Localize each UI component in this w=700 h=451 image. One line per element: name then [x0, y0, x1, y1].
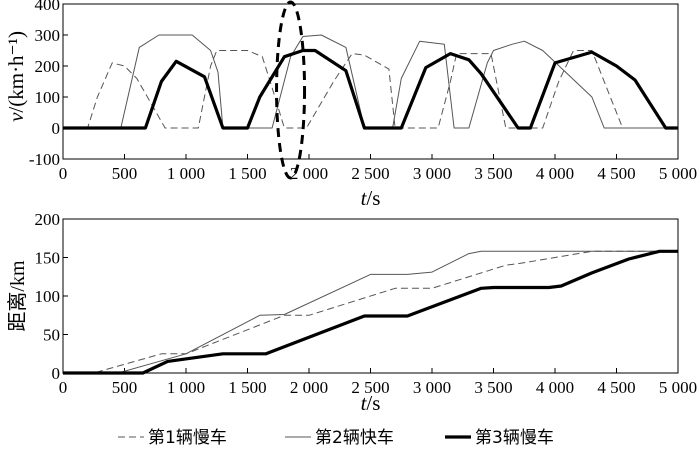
velocity-y-axis-label: v/(km·h⁻¹) — [4, 31, 28, 122]
velocity-y-tick-label: 400 — [35, 0, 61, 14]
velocity-x-tick-label: 4 000 — [536, 164, 574, 183]
distance-y-ticks: 0 50 100 150 200 — [35, 210, 68, 383]
distance-x-tick-label: 4 500 — [597, 378, 635, 397]
velocity-series — [63, 34, 678, 130]
distance-x-tick-label: 3 500 — [474, 378, 512, 397]
distance-y-tick-label: 200 — [35, 210, 61, 229]
velocity-x-tick-label: 4 500 — [597, 164, 635, 183]
velocity-y-tick-label: 0 — [52, 119, 61, 138]
distance-chart: 0 500 1 000 1 500 2 000 2 500 3 000 3 500 4 000 4… — [6, 210, 697, 415]
velocity-y-tick-label: 300 — [35, 26, 61, 45]
velocity-x-tick-label: 1 500 — [228, 164, 266, 183]
velocity-series-line-1 — [63, 50, 678, 129]
distance-x-tick-label: 500 — [112, 378, 138, 397]
velocity-x-ticks: 0 500 1 000 1 500 2 000 2 500 3 000 3 500 4 000 4… — [59, 154, 697, 183]
x-label-variable: t — [361, 391, 368, 415]
velocity-plot-frame — [62, 3, 679, 160]
distance-x-tick-label: 4 000 — [536, 378, 574, 397]
velocity-x-tick-label: 5 000 — [659, 164, 697, 183]
x-label-unit: /s — [366, 391, 380, 415]
distance-y-tick-label: 100 — [35, 287, 61, 306]
legend-label-2: 第2辆快车 — [315, 428, 394, 448]
distance-y-tick-label: 0 — [52, 364, 61, 383]
distance-series — [63, 249, 678, 375]
distance-series-line-1 — [63, 250, 678, 374]
distance-x-tick-label: 5 000 — [659, 378, 697, 397]
distance-x-ticks: 0 500 1 000 1 500 2 000 2 500 3 000 3 500 4 000 4… — [59, 368, 697, 397]
y-label-unit: /(km·h⁻¹) — [4, 31, 28, 113]
velocity-x-tick-label: 0 — [59, 164, 68, 183]
legend-label-3: 第3辆慢车 — [475, 427, 554, 448]
distance-x-tick-label: 3 000 — [413, 378, 451, 397]
distance-y-tick-label: 150 — [35, 249, 61, 268]
y-label-variable: v — [4, 112, 28, 122]
velocity-x-tick-label: 3 000 — [413, 164, 451, 183]
velocity-y-tick-label: 200 — [35, 57, 61, 76]
distance-x-axis-label: t/s — [361, 391, 381, 415]
velocity-y-tick-label: 100 — [35, 88, 61, 107]
velocity-x-tick-label: 500 — [112, 164, 138, 183]
velocity-x-axis-label: t/s — [361, 186, 381, 210]
velocity-series-line-3 — [63, 48, 678, 130]
velocity-x-tick-label: 3 500 — [474, 164, 512, 183]
distance-y-tick-label: 50 — [43, 326, 60, 345]
velocity-series-line-2 — [63, 34, 678, 129]
x-label-variable: t — [361, 186, 368, 210]
legend-label-1: 第1辆慢车 — [148, 427, 227, 448]
velocity-y-ticks: -100 0 100 200 300 400 — [29, 0, 68, 169]
velocity-x-tick-label: 1 000 — [167, 164, 205, 183]
x-label-unit: /s — [366, 186, 380, 210]
highlight-ellipse — [275, 0, 307, 180]
velocity-x-tick-label: 2 000 — [290, 164, 328, 183]
distance-x-tick-label: 2 000 — [290, 378, 328, 397]
velocity-x-tick-label: 2 500 — [351, 164, 389, 183]
velocity-chart: 0 500 1 000 1 500 2 000 2 500 3 000 3 500 4 000 4… — [4, 0, 697, 210]
legend: 第1辆慢车 第2辆快车 第3辆慢车 — [118, 427, 554, 448]
distance-series-line-3 — [63, 249, 678, 375]
distance-x-tick-label: 2 500 — [351, 378, 389, 397]
distance-x-tick-label: 1 500 — [228, 378, 266, 397]
velocity-y-tick-label: -100 — [29, 150, 60, 169]
distance-x-tick-label: 0 — [59, 378, 68, 397]
distance-x-tick-label: 1 000 — [167, 378, 205, 397]
distance-series-line-2 — [63, 250, 678, 374]
distance-y-axis-label: 距离/km — [6, 260, 29, 332]
